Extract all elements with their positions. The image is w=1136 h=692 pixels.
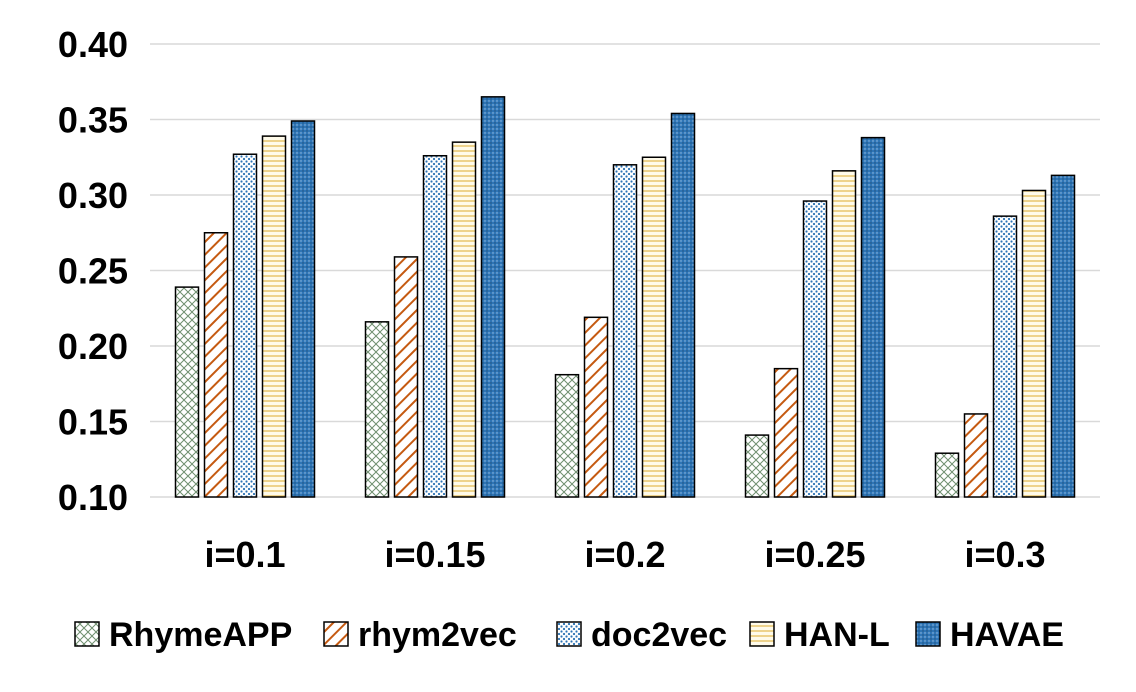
legend: RhymeAPP rhym2vec doc2vec HAN-L HAVAE bbox=[74, 616, 1064, 654]
legend-swatch-rhymeapp bbox=[74, 621, 100, 647]
bar-rhym2vec-4 bbox=[963, 413, 989, 498]
bar-doc2vec-0 bbox=[232, 153, 258, 498]
bar-han-l-4 bbox=[1021, 189, 1047, 498]
bar-doc2vec-1 bbox=[422, 154, 448, 498]
legend-label-han-l: HAN-L bbox=[784, 616, 890, 654]
y-tick-label: 0.35 bbox=[58, 100, 128, 141]
x-category-label: i=0.2 bbox=[584, 534, 665, 575]
bar-rhymeapp-4 bbox=[934, 452, 960, 498]
legend-swatch-havae bbox=[915, 621, 941, 647]
bar-han-l-1 bbox=[451, 141, 477, 498]
bar-havae-0 bbox=[290, 120, 316, 498]
bar-doc2vec-4 bbox=[992, 215, 1018, 498]
bar-havae-2 bbox=[670, 112, 696, 498]
bar-doc2vec-3 bbox=[802, 200, 828, 498]
bar-rhymeapp-3 bbox=[744, 434, 770, 498]
y-tick-label: 0.25 bbox=[58, 251, 128, 292]
bar-han-l-2 bbox=[641, 156, 667, 498]
bar-rhym2vec-3 bbox=[773, 367, 799, 498]
legend-swatch-rhym2vec bbox=[323, 621, 349, 647]
x-category-label: i=0.15 bbox=[384, 534, 485, 575]
y-tick-label: 0.20 bbox=[58, 326, 128, 367]
x-category-label: i=0.25 bbox=[764, 534, 865, 575]
bar-rhym2vec-1 bbox=[393, 256, 419, 498]
bar-rhym2vec-2 bbox=[583, 316, 609, 498]
bar-rhymeapp-1 bbox=[364, 321, 390, 498]
y-tick-label: 0.15 bbox=[58, 402, 128, 443]
legend-label-havae: HAVAE bbox=[950, 616, 1064, 654]
x-category-label: i=0.1 bbox=[204, 534, 285, 575]
legend-label-rhym2vec: rhym2vec bbox=[358, 616, 517, 654]
y-tick-label: 0.40 bbox=[58, 24, 128, 65]
legend-label-rhymeapp: RhymeAPP bbox=[109, 616, 292, 654]
bar-han-l-0 bbox=[261, 135, 287, 498]
legend-swatch-han-l bbox=[749, 621, 775, 647]
y-tick-label: 0.10 bbox=[58, 477, 128, 518]
bar-rhymeapp-2 bbox=[554, 373, 580, 498]
bar-han-l-3 bbox=[831, 170, 857, 498]
bar-rhym2vec-0 bbox=[203, 232, 229, 498]
y-axis-ticks: 0.10 0.15 0.20 0.25 0.30 0.35 0.40 bbox=[58, 24, 128, 518]
legend-label-doc2vec: doc2vec bbox=[591, 616, 727, 654]
bar-havae-4 bbox=[1050, 174, 1076, 498]
bar-doc2vec-2 bbox=[612, 164, 638, 498]
bar-rhymeapp-0 bbox=[174, 286, 200, 498]
x-axis-categories: i=0.1 i=0.15 i=0.2 i=0.25 i=0.3 bbox=[204, 534, 1045, 575]
legend-swatch-doc2vec bbox=[556, 621, 582, 647]
bars bbox=[174, 96, 1076, 498]
x-category-label: i=0.3 bbox=[964, 534, 1045, 575]
bar-havae-3 bbox=[860, 136, 886, 498]
bar-havae-1 bbox=[480, 96, 506, 498]
y-tick-label: 0.30 bbox=[58, 175, 128, 216]
